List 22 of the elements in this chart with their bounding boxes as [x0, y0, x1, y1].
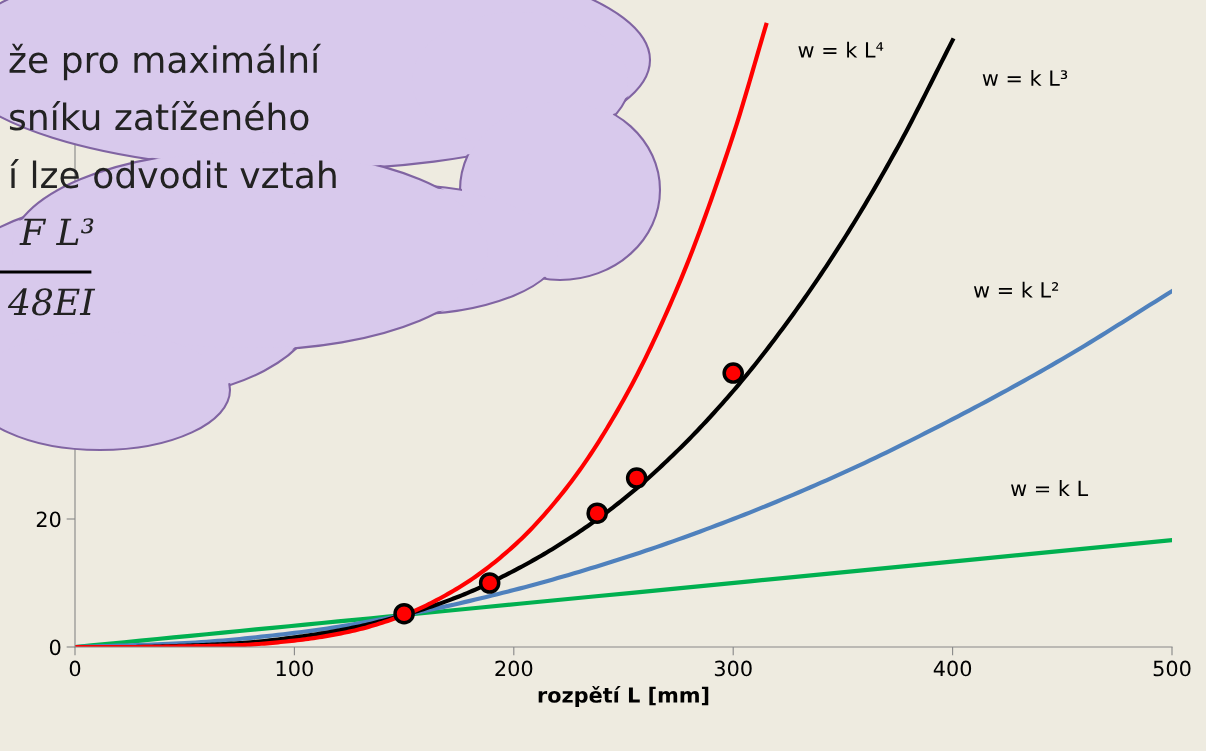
annotation: sníku zatíženého: [9, 101, 309, 131]
x-tick-label: 300: [714, 660, 752, 677]
annotation: w = k L⁴: [798, 41, 884, 58]
annotation: F L³: [19, 218, 94, 245]
x-tick-label: 0: [69, 660, 81, 677]
x-tick-label: 500: [1153, 660, 1191, 677]
annotation: w = k L³: [982, 69, 1068, 86]
point: [393, 602, 415, 625]
annotation: 48EI: [7, 288, 96, 316]
point: [478, 572, 501, 594]
y-tick-label: 20: [36, 511, 61, 528]
annotation: že pro maximální: [9, 43, 322, 81]
annotation: í lze odvodit vztah: [10, 159, 336, 189]
point: [722, 362, 744, 384]
x-tick-label: 100: [276, 660, 313, 677]
annotation: w = k L: [1011, 480, 1089, 496]
annotation: w = k L²: [973, 281, 1059, 298]
x-axis-title: rozpětí L [mm]: [538, 685, 709, 707]
point: [586, 502, 608, 525]
x-tick-label: 400: [933, 660, 972, 677]
x-tick-label: 200: [495, 660, 533, 677]
point: [625, 467, 648, 489]
